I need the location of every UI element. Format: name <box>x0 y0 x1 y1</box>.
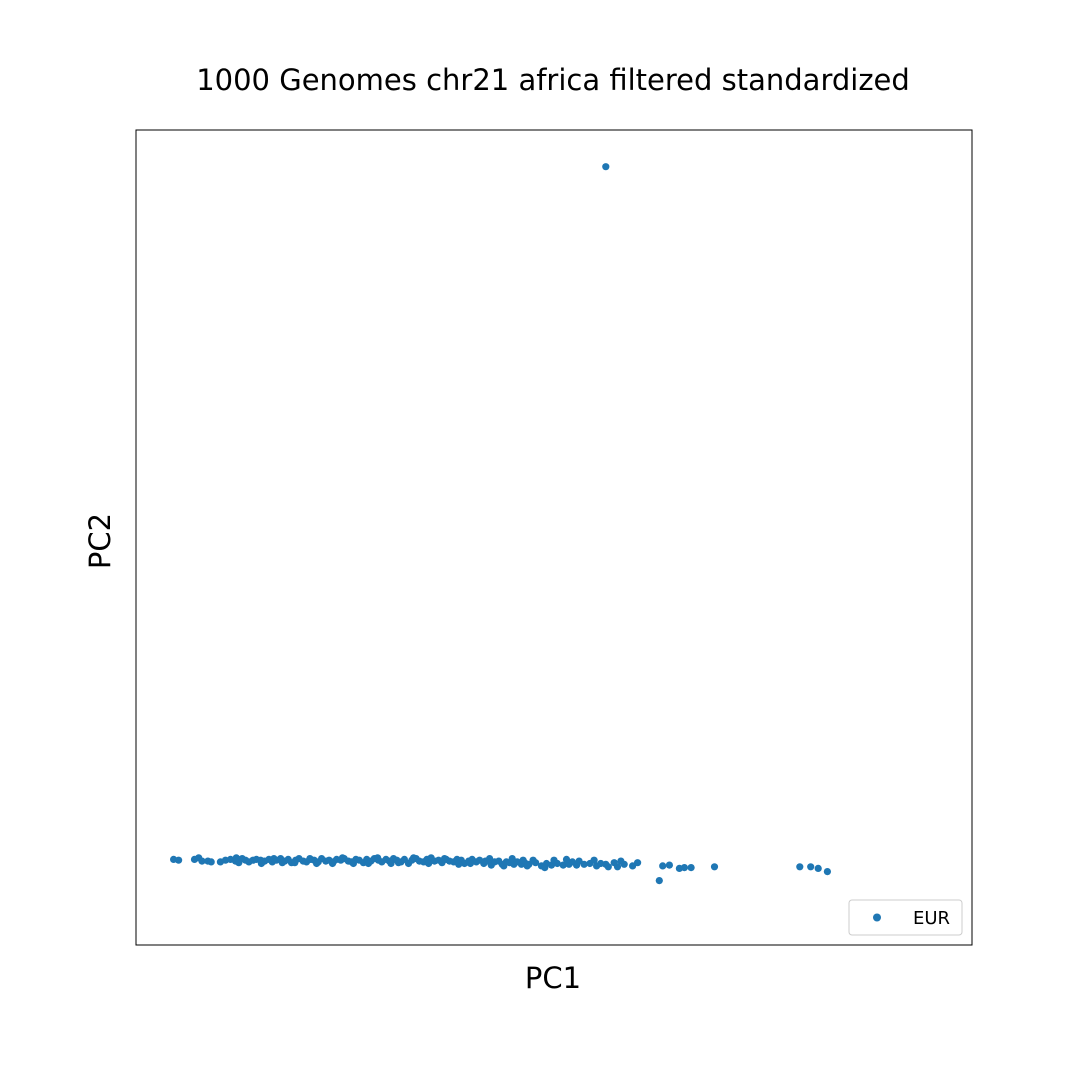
data-point <box>349 859 357 868</box>
y-axis-label: PC2 <box>83 513 117 569</box>
data-point <box>541 864 549 872</box>
legend[interactable]: EUR <box>848 899 963 936</box>
data-point <box>796 863 804 871</box>
data-point <box>232 854 240 862</box>
data-point <box>807 863 815 871</box>
data-point <box>508 855 516 863</box>
data-point <box>313 859 321 868</box>
data-point <box>814 864 822 873</box>
data-point <box>529 856 537 864</box>
data-point <box>500 862 508 870</box>
data-point <box>604 863 612 871</box>
data-point <box>410 854 418 862</box>
data-point <box>519 856 527 864</box>
data-point <box>613 863 622 871</box>
data-point <box>710 863 719 871</box>
chart-title: 1000 Genomes chr21 africa filtered stand… <box>196 63 910 97</box>
data-point <box>562 855 571 864</box>
data-point <box>550 856 558 864</box>
data-points <box>170 163 832 885</box>
data-point <box>655 877 663 885</box>
legend-marker-icon <box>873 913 881 922</box>
data-point <box>602 163 610 171</box>
legend-label-eur: EUR <box>913 908 950 929</box>
data-point <box>486 855 494 863</box>
data-point <box>523 862 531 870</box>
data-point <box>597 859 605 868</box>
data-point <box>665 861 674 869</box>
data-point <box>659 862 667 870</box>
data-point <box>629 862 637 870</box>
data-point <box>575 857 583 865</box>
data-point <box>306 855 314 863</box>
data-point <box>207 858 215 866</box>
data-point <box>590 856 598 864</box>
data-point <box>257 859 265 868</box>
data-point <box>568 858 577 866</box>
data-point <box>823 868 832 876</box>
data-point <box>278 859 286 867</box>
data-point <box>175 856 183 864</box>
data-point <box>338 854 347 862</box>
data-point <box>455 860 463 868</box>
data-point <box>466 859 474 868</box>
data-point <box>394 859 403 867</box>
x-axis-label: PC1 <box>525 961 581 995</box>
data-point <box>328 859 337 868</box>
data-point <box>387 859 395 868</box>
plot-area-frame <box>135 129 973 946</box>
data-point <box>364 859 372 868</box>
data-point <box>270 855 278 863</box>
data-point <box>680 864 689 872</box>
data-point <box>291 859 299 867</box>
data-point <box>559 861 567 869</box>
data-point <box>687 864 695 872</box>
data-point <box>617 857 625 865</box>
data-point <box>440 855 449 863</box>
data-point <box>198 857 206 865</box>
data-point <box>374 854 382 862</box>
legend-box <box>848 899 963 936</box>
data-point <box>425 859 433 868</box>
